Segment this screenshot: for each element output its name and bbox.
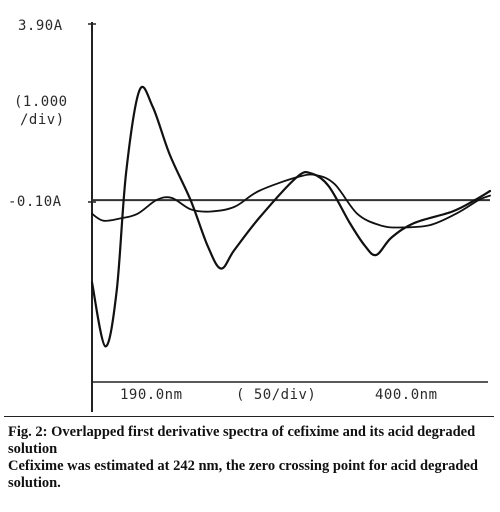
- derivative-spectra-chart: 3.90A (1.000 /div) -0.10A 190.0nm ( 50/d…: [8, 18, 492, 412]
- axis-labels: 3.90A (1.000 /div) -0.10A 190.0nm ( 50/d…: [8, 18, 438, 403]
- y-top-label: 3.90A: [18, 18, 63, 34]
- plot-area: [4, 4, 494, 417]
- x-end-label: 400.0nm: [375, 387, 438, 403]
- caption-line-1: Fig. 2: Overlapped first derivative spec…: [8, 424, 476, 457]
- series-layer: [90, 85, 492, 348]
- y-scale-label-2: /div): [20, 112, 65, 128]
- y-scale-label-1: (1.000: [14, 94, 68, 110]
- figure-caption: Fig. 2: Overlapped first derivative spec…: [8, 424, 494, 492]
- x-scale-label: ( 50/div): [236, 387, 316, 403]
- spectrum-line-1: [90, 85, 492, 348]
- y-bottom-label: -0.10A: [8, 194, 62, 210]
- caption-line-2: Cefixime was estimated at 242 nm, the ze…: [8, 458, 478, 491]
- x-start-label: 190.0nm: [120, 387, 183, 403]
- spectrum-line-2: [91, 173, 491, 229]
